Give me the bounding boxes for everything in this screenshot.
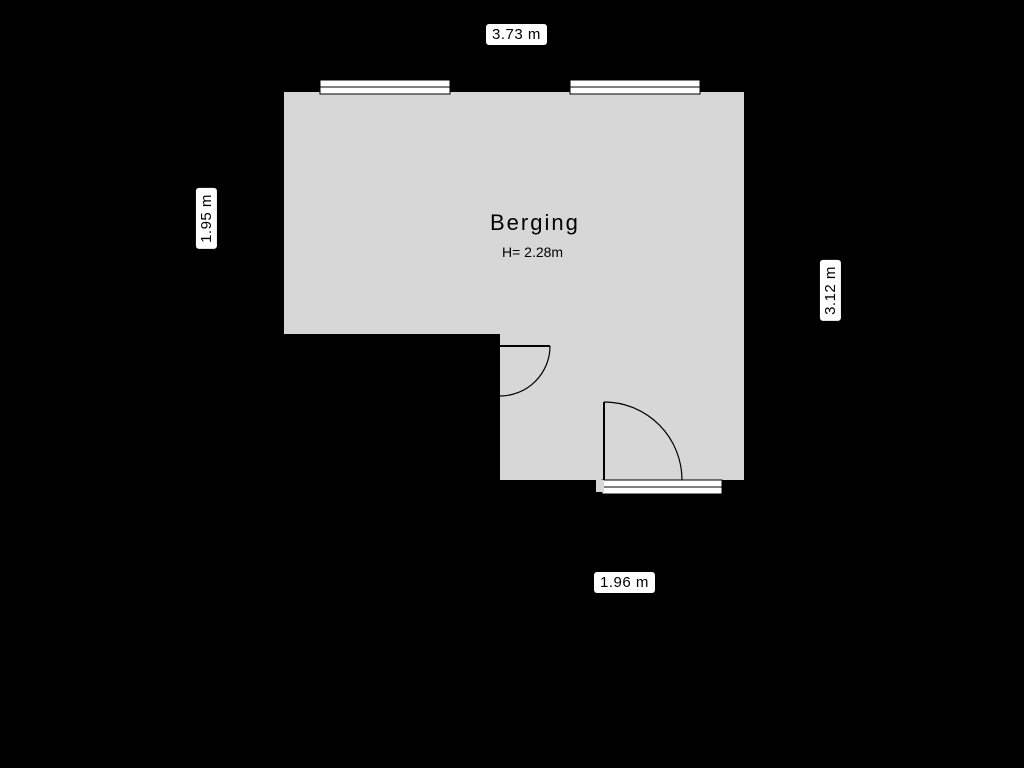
floorplan-svg (0, 0, 1024, 768)
dim-tick (820, 482, 828, 486)
door-opening-bottom (596, 480, 604, 492)
room-height-label: H= 2.28m (502, 244, 563, 260)
inner-wall-vertical-top (489, 340, 499, 398)
inner-wall-horizontal (278, 334, 500, 346)
dim-tick (196, 336, 204, 340)
room-name-label: Berging (490, 210, 580, 236)
room-fill (278, 86, 750, 486)
dimension-top: 3.73 m (486, 24, 547, 45)
window-top-right (570, 80, 700, 94)
dim-tick (746, 576, 750, 584)
inner-wall-vertical-bottom (489, 448, 499, 492)
dim-tick (494, 576, 498, 584)
window-bottom (602, 480, 722, 494)
dim-tick (196, 86, 204, 90)
dim-tick (820, 86, 828, 90)
dim-tick (278, 30, 282, 38)
dimension-right: 3.12 m (820, 260, 841, 321)
dimension-left: 1.95 m (196, 188, 217, 249)
dim-tick (746, 30, 750, 38)
window-top-left (320, 80, 450, 94)
floorplan-canvas: 3.73 m 1.95 m 3.12 m 1.96 m Berging H= 2… (0, 0, 1024, 768)
dimension-bottom: 1.96 m (594, 572, 655, 593)
